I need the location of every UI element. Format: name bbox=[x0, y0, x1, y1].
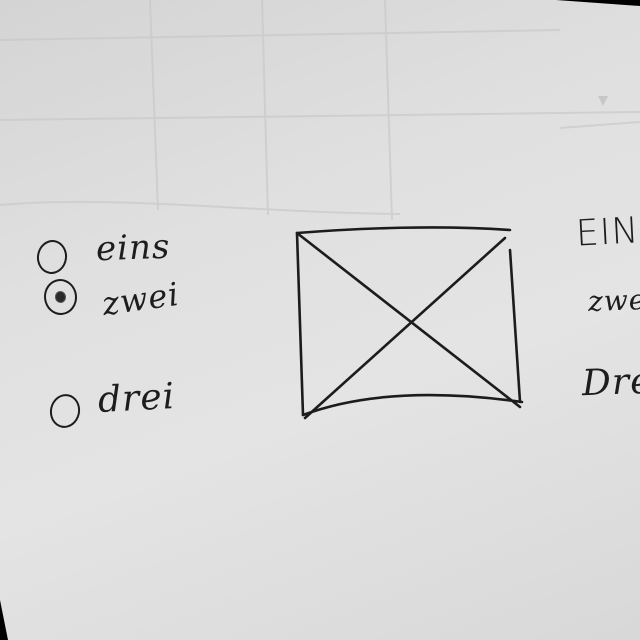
radio-selected-dot bbox=[54, 290, 67, 304]
radio-label-drei: drei bbox=[96, 376, 177, 421]
right-list-item-1: EIN bbox=[574, 210, 640, 255]
right-list-item-3: Dre bbox=[581, 360, 640, 405]
radio-label-eins: eins bbox=[95, 226, 172, 270]
right-list-item-2: zwe bbox=[587, 282, 640, 319]
